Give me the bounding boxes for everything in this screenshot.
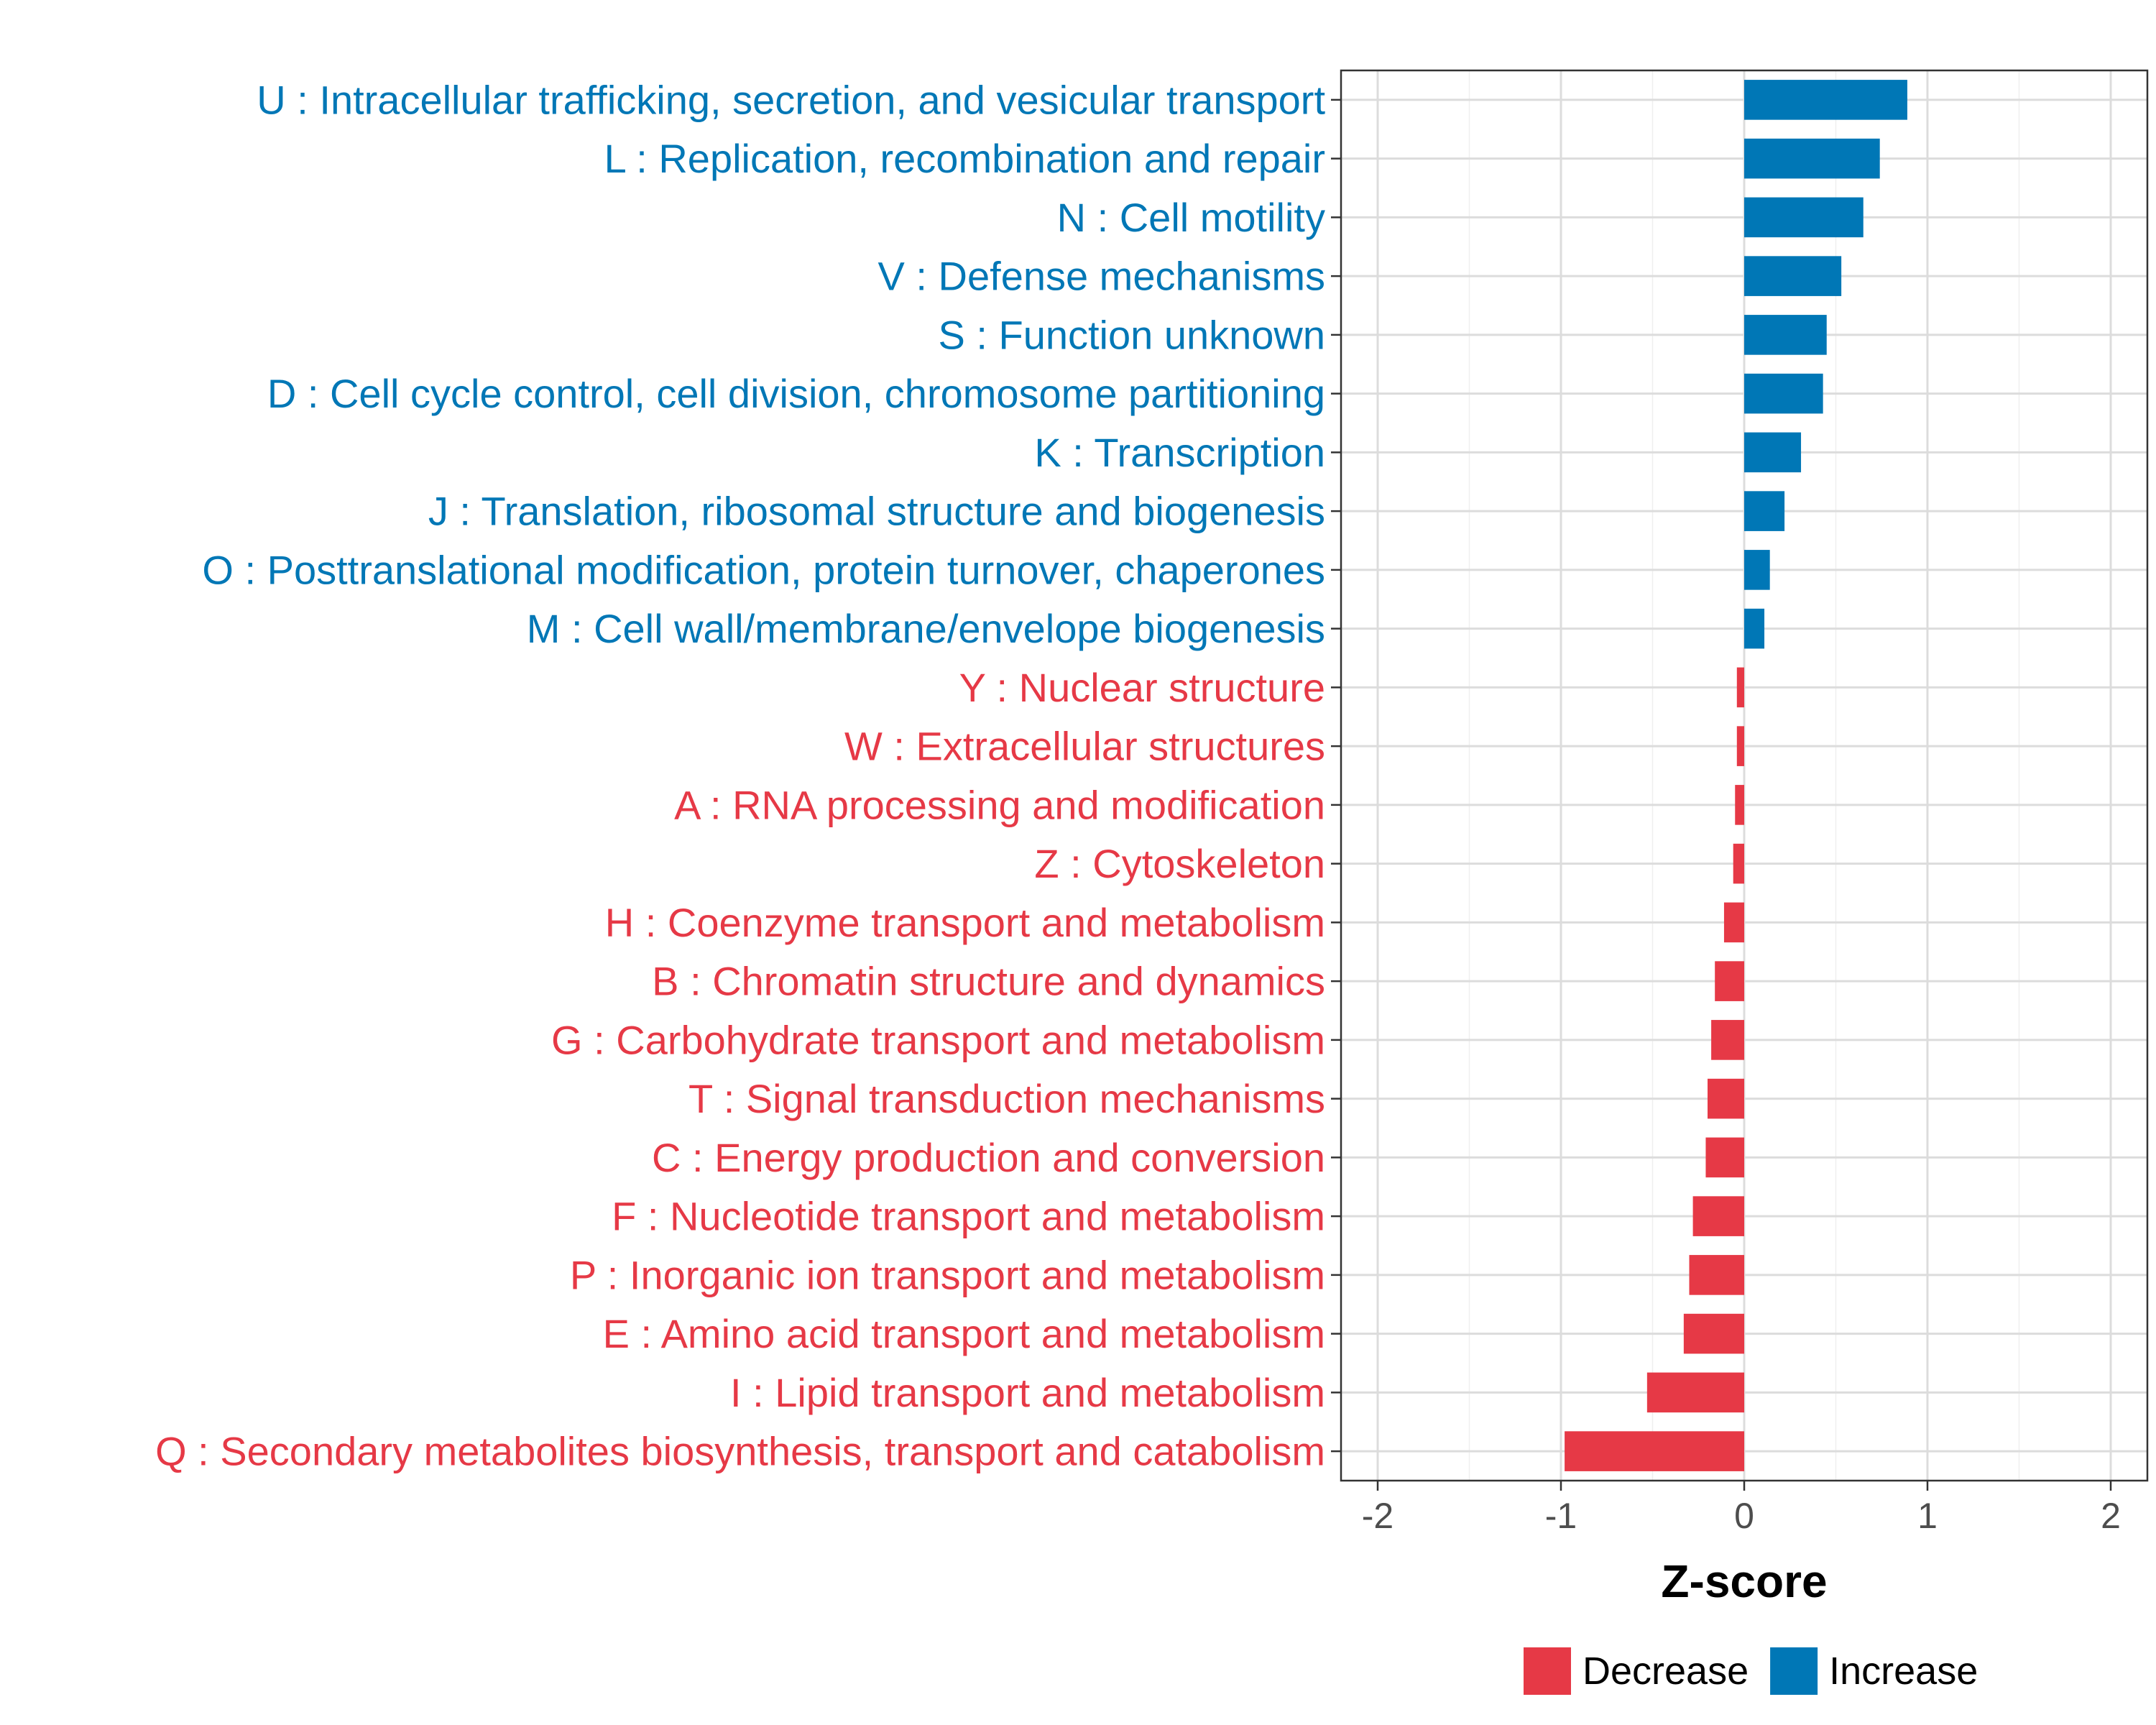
legend-key [1770, 1647, 1818, 1695]
category-label: A : RNA processing and modification [674, 782, 1325, 827]
bar [1744, 197, 1864, 238]
category-label: T : Signal transduction mechanisms [688, 1076, 1325, 1121]
x-tick-label: -2 [1362, 1496, 1393, 1536]
x-tick-label: 2 [2101, 1496, 2121, 1536]
bar [1744, 550, 1770, 590]
bar [1744, 373, 1823, 414]
bar [1744, 80, 1907, 120]
category-label: B : Chromatin structure and dynamics [652, 959, 1325, 1004]
bar [1646, 1372, 1744, 1413]
bar [1735, 785, 1744, 825]
category-label: I : Lipid transport and metabolism [730, 1370, 1325, 1415]
bar [1744, 432, 1802, 473]
bar [1744, 138, 1880, 179]
category-label: F : Nucleotide transport and metabolism [612, 1194, 1325, 1239]
category-label: N : Cell motility [1057, 195, 1325, 240]
category-label: E : Amino acid transport and metabolism [603, 1311, 1325, 1356]
category-label: K : Transcription [1034, 430, 1325, 475]
category-label: V : Defense mechanisms [878, 254, 1325, 299]
category-label: H : Coenzyme transport and metabolism [605, 900, 1325, 945]
bar [1711, 1020, 1744, 1060]
bar [1744, 256, 1842, 296]
bar [1744, 491, 1785, 531]
category-label: L : Replication, recombination and repai… [604, 136, 1325, 181]
bar [1689, 1255, 1744, 1295]
bar [1715, 961, 1744, 1001]
legend: Decrease Increase [1524, 1647, 1978, 1695]
bar [1683, 1313, 1744, 1354]
x-axis-title: Z-score [1661, 1555, 1827, 1607]
category-label: J : Translation, ribosomal structure and… [428, 489, 1325, 534]
legend-label: Increase [1829, 1650, 1978, 1693]
category-label: S : Function unknown [938, 312, 1325, 357]
bar [1708, 1078, 1744, 1119]
bar [1705, 1137, 1744, 1178]
category-label: Z : Cytoskeleton [1034, 841, 1325, 886]
category-label: W : Extracellular structures [844, 724, 1325, 769]
x-tick-label: 0 [1734, 1496, 1754, 1536]
category-label: Y : Nuclear structure [959, 665, 1325, 710]
legend-key [1524, 1647, 1571, 1695]
legend-label: Decrease [1583, 1650, 1749, 1693]
bar [1733, 843, 1744, 884]
category-label: Q : Secondary metabolites biosynthesis, … [155, 1429, 1325, 1474]
category-label: C : Energy production and conversion [652, 1135, 1325, 1180]
bar [1692, 1196, 1744, 1236]
bar [1736, 726, 1744, 766]
bar [1736, 667, 1744, 708]
category-label: P : Inorganic ion transport and metaboli… [570, 1252, 1325, 1297]
category-label: D : Cell cycle control, cell division, c… [267, 371, 1325, 416]
x-tick-label: 1 [1917, 1496, 1938, 1536]
x-tick-label: -1 [1545, 1496, 1577, 1536]
y-axis: U : Intracellular trafficking, secretion… [155, 77, 1341, 1474]
bar [1744, 315, 1827, 355]
x-axis: -2 -1 0 1 2 [1362, 1481, 2121, 1536]
category-label: G : Carbohydrate transport and metabolis… [551, 1017, 1325, 1062]
bars [1565, 80, 1907, 1471]
category-label: O : Posttranslational modification, prot… [202, 547, 1325, 592]
bar [1565, 1431, 1744, 1471]
category-label: U : Intracellular trafficking, secretion… [257, 77, 1325, 122]
bar [1744, 608, 1765, 649]
bar [1723, 902, 1744, 943]
category-label: M : Cell wall/membrane/envelope biogenes… [527, 606, 1325, 651]
